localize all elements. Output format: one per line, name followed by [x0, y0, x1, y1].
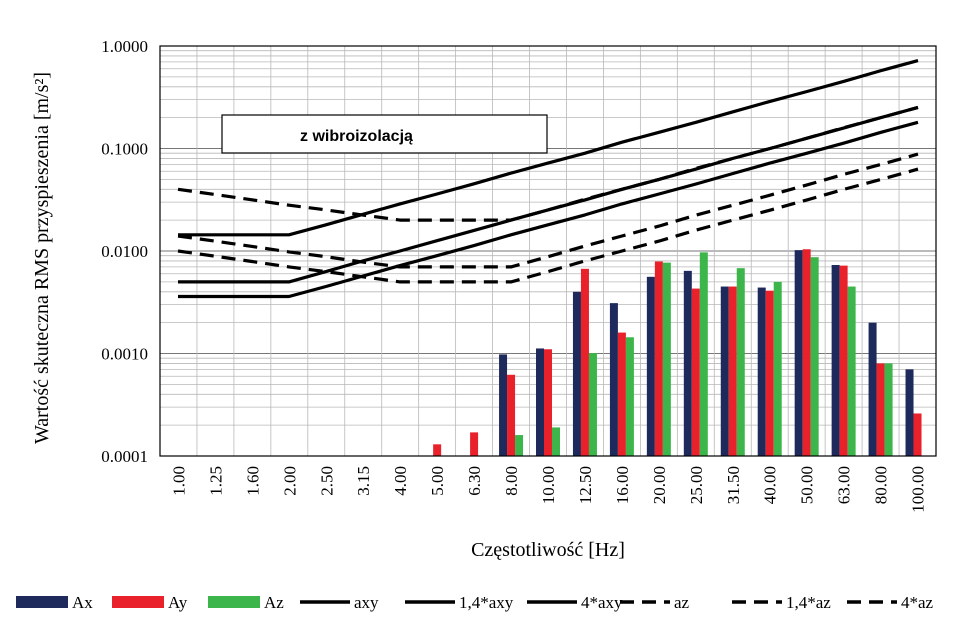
x-tick-label: 100.00 [909, 466, 928, 513]
x-tick-label: 40.00 [761, 466, 780, 504]
bar-ay-20.00 [654, 261, 663, 456]
line-axy [178, 120, 919, 299]
legend-swatch-ay [112, 596, 164, 608]
x-tick-label: 25.00 [687, 466, 706, 504]
bar-az-12.50 [588, 353, 597, 456]
bar-ax-80.00 [868, 322, 877, 456]
legend-label: 1,4*axy [459, 593, 514, 612]
x-tick-label: 1.00 [169, 466, 188, 496]
x-tick-label: 31.50 [724, 466, 743, 504]
x-tick-label: 10.00 [539, 466, 558, 504]
bar-ay-5.00 [433, 444, 442, 456]
legend-label: 4*az [901, 593, 934, 612]
bar-az-40.00 [773, 281, 782, 456]
x-tick-label: 8.00 [502, 466, 521, 496]
line-az [177, 167, 919, 284]
bar-az-8.00 [515, 435, 524, 456]
x-tick-label: 80.00 [872, 466, 891, 504]
bar-ax-25.00 [683, 270, 692, 456]
y-tick-label: 0.0001 [101, 447, 148, 466]
bar-ay-6.30 [470, 432, 479, 456]
bar-ax-10.00 [536, 348, 544, 456]
bar-ax-12.50 [572, 291, 581, 456]
annotation-text: z wibroizolacją [300, 128, 413, 145]
bar-ax-20.00 [646, 276, 655, 456]
bar-ay-16.00 [617, 332, 626, 456]
bar-ay-50.00 [802, 249, 811, 456]
bar-ay-40.00 [765, 290, 774, 456]
bar-az-16.00 [625, 337, 634, 456]
plot-frame [159, 45, 937, 457]
x-tick-label: 3.15 [354, 466, 373, 496]
y-tick-label: 0.0100 [101, 242, 148, 261]
legend: Ax Ay Az axy 1,4*axy 4*axy az 1,4*az 4*az [16, 593, 934, 612]
x-tick-label: 6.30 [465, 466, 484, 496]
x-axis-title: Częstotliwość [Hz] [471, 539, 625, 561]
y-tick-labels: 0.0001 0.0010 0.0100 0.1000 1.0000 [101, 37, 148, 466]
lines-layer [177, 59, 919, 299]
x-tick-label: 16.00 [613, 466, 632, 504]
legend-label: Ay [168, 593, 188, 612]
legend-label: az [674, 593, 690, 612]
y-tick-label: 0.1000 [101, 140, 148, 159]
x-tick-label: 63.00 [835, 466, 854, 504]
bar-ax-40.00 [757, 287, 766, 456]
line-4-axy [178, 59, 919, 237]
bar-ay-63.00 [839, 265, 848, 456]
bar-ay-10.00 [544, 349, 552, 456]
bar-ay-25.00 [691, 288, 700, 456]
bar-ay-31.50 [728, 286, 737, 456]
line-4-az [177, 105, 919, 222]
x-tick-label: 1.25 [206, 466, 225, 496]
x-tick-label: 2.50 [317, 466, 336, 496]
y-tick-label: 0.0010 [101, 345, 148, 364]
bar-az-80.00 [884, 363, 893, 456]
bar-ay-12.50 [580, 268, 589, 456]
bar-az-10.00 [552, 427, 560, 456]
legend-label: 1,4*az [786, 593, 831, 612]
y-axis-title: Wartość skuteczna RMS przyspieszenia [m/… [31, 72, 53, 444]
bars-layer [433, 249, 922, 456]
x-tick-label: 2.00 [280, 466, 299, 496]
annotation-box: z wibroizolacją [221, 114, 548, 154]
bar-ax-8.00 [499, 354, 508, 456]
bar-ay-8.00 [507, 374, 516, 456]
bar-ax-100.00 [905, 369, 914, 456]
bar-ay-80.00 [876, 363, 885, 456]
x-tick-label: 4.00 [391, 466, 410, 496]
legend-swatch-ax [16, 596, 68, 608]
x-tick-label: 50.00 [798, 466, 817, 504]
legend-label: Ax [72, 593, 93, 612]
bar-az-20.00 [662, 262, 671, 456]
x-tick-labels: 1.00 1.25 1.60 2.00 2.50 3.15 4.00 5.00 6.30 8.00… [169, 466, 927, 513]
bar-ay-100.00 [913, 413, 922, 456]
bar-ax-63.00 [831, 265, 840, 456]
bar-az-50.00 [810, 257, 819, 456]
bar-ax-50.00 [794, 250, 803, 456]
x-tick-label: 12.50 [576, 466, 595, 504]
legend-label: 4*axy [581, 593, 623, 612]
legend-swatch-az [208, 596, 260, 608]
bar-ax-31.50 [720, 286, 729, 456]
legend-label: Az [264, 593, 284, 612]
bar-az-63.00 [847, 286, 856, 456]
bar-ax-16.00 [609, 303, 618, 456]
x-tick-label: 20.00 [650, 466, 669, 504]
legend-label: axy [354, 593, 379, 612]
line-1-4-az [177, 152, 919, 269]
x-tick-label: 5.00 [428, 466, 447, 496]
bar-az-31.50 [736, 268, 745, 456]
x-tick-label: 1.60 [243, 466, 262, 496]
y-tick-label: 1.0000 [101, 37, 148, 56]
bar-az-25.00 [699, 252, 708, 456]
